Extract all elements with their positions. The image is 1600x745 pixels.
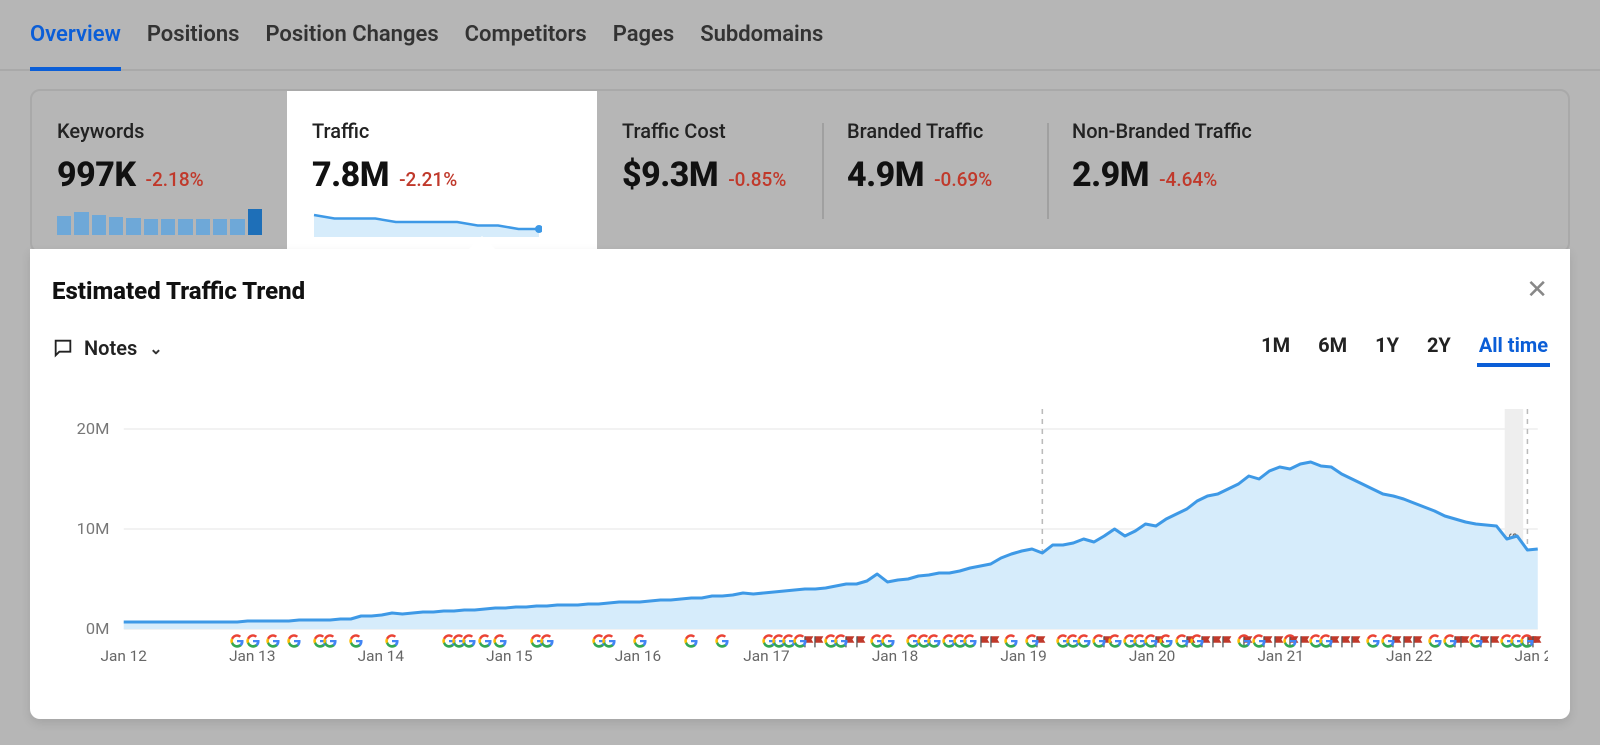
svg-text:Jan 17: Jan 17 [743,647,789,665]
chart-title: Estimated Traffic Trend [52,277,305,305]
kpi-delta: -0.69% [934,168,992,191]
kpi-label: Keywords [57,119,262,143]
svg-text:10M: 10M [77,519,110,538]
mini-bar-chart [57,209,262,235]
kpi-value: $9.3M [622,155,718,195]
kpi-delta: -2.18% [146,168,204,191]
svg-text:Jan 13: Jan 13 [229,647,275,665]
kpi-label: Traffic [312,119,572,143]
kpi-value: 997K [57,155,136,195]
kpi-value: 7.8M [312,155,389,195]
close-icon[interactable]: ✕ [1526,277,1548,303]
top-tabs: Overview Positions Position Changes Competi… [0,0,1600,71]
svg-text:Jan 23: Jan 23 [1515,647,1548,665]
comment-icon [52,337,74,359]
kpi-traffic[interactable]: Traffic 7.8M -2.21% [287,91,597,251]
svg-text:0M: 0M [86,619,110,638]
svg-text:Jan 19: Jan 19 [1000,647,1046,665]
kpi-value: 2.9M [1072,155,1149,195]
tab-position-changes[interactable]: Position Changes [265,22,438,53]
svg-text:Jan 15: Jan 15 [486,647,532,665]
kpi-label: Traffic Cost [622,119,797,143]
range-2y[interactable]: 2Y [1427,333,1451,363]
chevron-down-icon: ⌄ [149,339,162,358]
kpi-traffic-cost[interactable]: Traffic Cost $9.3M -0.85% [597,91,822,251]
range-all-time[interactable]: All time [1479,333,1548,363]
svg-text:Jan 12: Jan 12 [101,647,147,665]
chart-area: 0M10M20MSERP featuresJan 12Jan 13Jan 14J… [52,399,1548,679]
svg-text:Jan 14: Jan 14 [358,647,405,665]
kpi-delta: -2.21% [399,168,457,191]
range-1m[interactable]: 1M [1261,333,1290,363]
tab-competitors[interactable]: Competitors [465,22,587,53]
svg-text:Jan 18: Jan 18 [872,647,918,665]
kpi-branded-traffic[interactable]: Branded Traffic 4.9M -0.69% [822,91,1047,251]
kpi-row: Keywords997K-2.18%Traffic7.8M-2.21%Traff… [32,91,1568,251]
metrics-panel: Keywords997K-2.18%Traffic7.8M-2.21%Traff… [30,89,1570,253]
notes-label: Notes [84,336,137,360]
sparkline [312,211,542,237]
traffic-chart[interactable]: 0M10M20MSERP featuresJan 12Jan 13Jan 14J… [52,399,1548,679]
kpi-delta: -0.85% [728,168,786,191]
kpi-label: Non-Branded Traffic [1072,119,1282,143]
kpi-delta: -4.64% [1159,168,1217,191]
svg-text:Jan 21: Jan 21 [1257,647,1303,665]
kpi-label: Branded Traffic [847,119,1022,143]
tab-positions[interactable]: Positions [147,22,240,53]
range-1y[interactable]: 1Y [1375,333,1399,363]
range-6m[interactable]: 6M [1318,333,1347,363]
kpi-keywords[interactable]: Keywords 997K -2.18% [32,91,287,251]
svg-text:Jan 16: Jan 16 [615,647,661,665]
time-range-tabs: 1M 6M 1Y 2Y All time [1261,333,1548,363]
svg-text:Jan 22: Jan 22 [1386,647,1432,665]
kpi-value: 4.9M [847,155,924,195]
notes-button[interactable]: Notes ⌄ [52,336,163,360]
tab-subdomains[interactable]: Subdomains [700,22,823,53]
svg-text:Jan 20: Jan 20 [1129,647,1175,665]
tab-overview[interactable]: Overview [30,22,121,53]
traffic-trend-card: Estimated Traffic Trend ✕ Notes ⌄ 1M 6M 1Y… [30,249,1570,719]
svg-text:20M: 20M [77,419,110,438]
kpi-non-branded-traffic[interactable]: Non-Branded Traffic 2.9M -4.64% [1047,91,1307,251]
tab-pages[interactable]: Pages [613,22,674,53]
